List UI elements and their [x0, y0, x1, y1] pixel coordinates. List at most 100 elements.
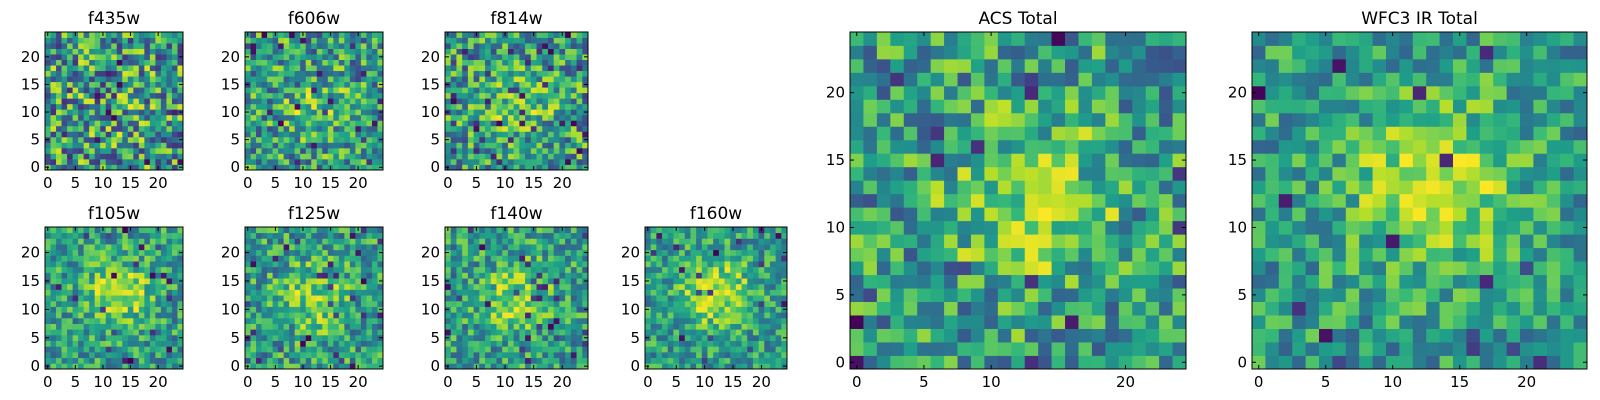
heatmap-cell [100, 312, 107, 319]
heatmap-cell [701, 255, 708, 262]
heatmap-cell [300, 65, 307, 72]
heatmap-cell [724, 244, 731, 251]
heatmap-cell [667, 255, 674, 262]
heatmap-cell [718, 255, 725, 262]
heatmap-cell [177, 114, 184, 121]
heatmap-cell [149, 340, 156, 347]
heatmap-cell [278, 329, 285, 336]
y-tick-label: 5 [430, 131, 440, 149]
heatmap-cell [490, 131, 497, 138]
heatmap-cell [467, 329, 474, 336]
heatmap-cell [1024, 207, 1039, 222]
heatmap-cell [553, 255, 560, 262]
heatmap-cell [377, 70, 384, 77]
heatmap-cell [467, 244, 474, 251]
heatmap-cell [116, 32, 123, 38]
heatmap-cell [245, 70, 251, 77]
heatmap-cell [576, 70, 583, 77]
heatmap-cell [769, 266, 777, 273]
heatmap-cell [917, 355, 932, 370]
heatmap-cell [377, 114, 384, 121]
heatmap-cell [513, 323, 520, 330]
heatmap-cell [536, 295, 543, 302]
heatmap-cell [338, 295, 345, 302]
heatmap-cell [349, 37, 356, 44]
heatmap-cell [56, 323, 62, 330]
heatmap-cell [485, 329, 492, 336]
heatmap-cell [650, 340, 657, 347]
heatmap-cell [769, 340, 777, 347]
heatmap-cell [94, 48, 101, 55]
heatmap-cell [83, 261, 90, 268]
heatmap-cell [166, 120, 173, 127]
heatmap-cell [355, 249, 362, 256]
heatmap-cell [525, 295, 532, 302]
heatmap-cell [116, 357, 123, 364]
heatmap-cell [122, 357, 129, 364]
heatmap-cell [278, 266, 285, 273]
heatmap-cell [547, 37, 555, 44]
heatmap-cell [582, 272, 589, 279]
heatmap-cell [322, 109, 329, 116]
heatmap-cell [1159, 274, 1173, 289]
heatmap-cell [456, 37, 463, 44]
heatmap-cell [127, 323, 134, 330]
heatmap-cell [513, 125, 520, 132]
heatmap-cell [100, 255, 107, 262]
heatmap-cell [513, 357, 520, 364]
heatmap-cell [496, 76, 503, 83]
heatmap-cell [876, 180, 891, 195]
heatmap-cell [144, 142, 151, 149]
heatmap-cell [724, 283, 731, 290]
heatmap-cell [502, 136, 509, 143]
heatmap-cells-acs-total [850, 32, 1187, 370]
heatmap-cell [1132, 220, 1147, 235]
heatmap-cell [1118, 234, 1133, 249]
heatmap-cell [513, 238, 520, 245]
heatmap-cell [160, 272, 167, 279]
heatmap-cell [267, 158, 273, 165]
heatmap-cell [473, 103, 480, 110]
heatmap-cell [764, 238, 771, 245]
heatmap-cell [724, 346, 731, 353]
heatmap-cell [316, 76, 323, 83]
heatmap-cell [56, 43, 62, 49]
heatmap-cell [50, 81, 57, 88]
heatmap-cell [490, 255, 497, 262]
heatmap-cell [283, 92, 290, 99]
heatmap-cell [160, 87, 167, 94]
heatmap-cell [479, 54, 486, 60]
heatmap-cell [338, 147, 345, 154]
heatmap-cell [45, 43, 51, 49]
heatmap-cell [984, 315, 999, 329]
heatmap-cell [267, 114, 273, 121]
heatmap-cell [997, 355, 1012, 370]
heatmap-cell [650, 266, 657, 273]
heatmap-cell [519, 164, 526, 171]
heatmap-cell [283, 346, 290, 353]
heatmap-cell [542, 227, 549, 234]
heatmap-cell [650, 334, 657, 341]
heatmap-cell [863, 193, 878, 208]
heatmap-cell [519, 65, 526, 72]
heatmap-cell [445, 76, 452, 83]
heatmap-cell [67, 59, 73, 66]
heatmap-cell [467, 98, 474, 105]
heatmap-cell [316, 232, 323, 239]
x-tick-label: 15 [321, 174, 340, 192]
heatmap-cell [690, 334, 697, 341]
heatmap-cell [944, 193, 958, 208]
heatmap-cell [300, 48, 307, 55]
heatmap-cell [450, 158, 457, 165]
heatmap-cell [890, 288, 905, 302]
heatmap-cell [553, 70, 560, 77]
heatmap-cell [344, 363, 351, 370]
heatmap-cell [78, 142, 85, 149]
heatmap-cell [278, 351, 285, 359]
heatmap-cell [547, 278, 555, 285]
heatmap-cell [333, 76, 340, 83]
heatmap-cell [1105, 220, 1120, 235]
heatmap-cell [485, 289, 492, 296]
heatmap-cell [155, 329, 162, 336]
